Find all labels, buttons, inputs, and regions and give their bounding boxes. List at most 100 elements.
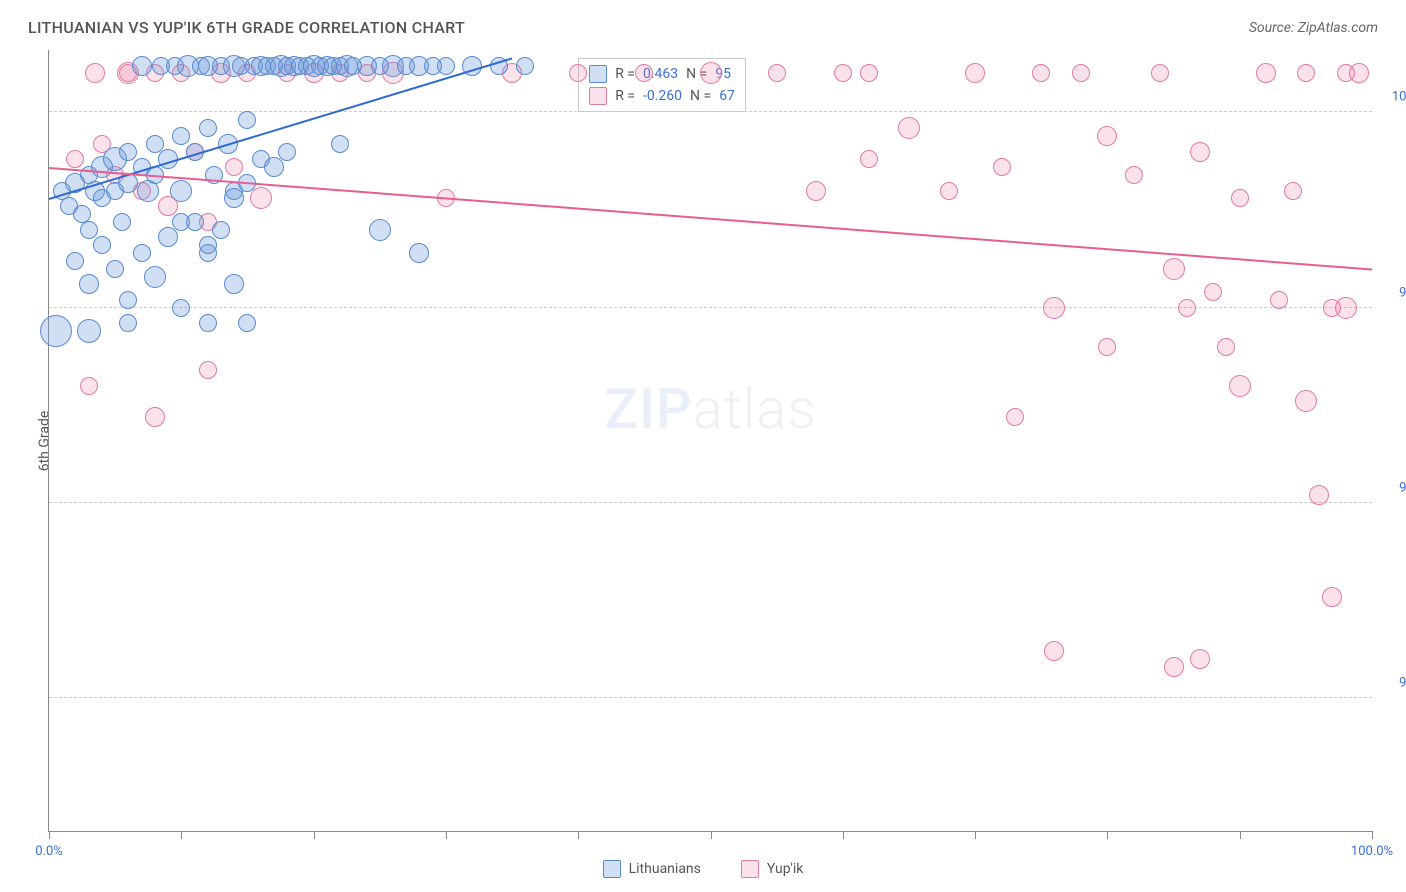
- xtick: [578, 831, 579, 839]
- point-a: [158, 227, 178, 247]
- swatch-b: [589, 87, 607, 105]
- n-label-b: N =: [690, 88, 711, 104]
- point-a: [113, 213, 131, 231]
- point-a: [199, 236, 217, 254]
- xtick: [1372, 831, 1373, 839]
- chart-title: LITHUANIAN VS YUP'IK 6TH GRADE CORRELATI…: [28, 18, 465, 37]
- point-b: [1098, 338, 1116, 356]
- xtick-label: 0.0%: [35, 844, 63, 859]
- stats-legend: R = 0.463 N = 95 R = -0.260 N = 67: [578, 58, 746, 112]
- xtick: [1107, 831, 1108, 839]
- point-b: [1270, 291, 1288, 309]
- point-a: [119, 314, 137, 332]
- legend-item-b: Yup'ik: [741, 860, 803, 878]
- point-a: [119, 291, 137, 309]
- point-b: [700, 62, 722, 84]
- point-b: [1163, 258, 1185, 280]
- xtick: [446, 831, 447, 839]
- point-b: [1125, 166, 1143, 184]
- point-b: [1229, 375, 1251, 397]
- point-a: [224, 188, 244, 208]
- xtick: [843, 831, 844, 839]
- legend-swatch-a: [603, 860, 621, 878]
- point-b: [1006, 408, 1024, 426]
- r-label-b: R =: [615, 88, 635, 104]
- point-a: [77, 319, 101, 343]
- point-a: [224, 274, 244, 294]
- point-a: [93, 236, 111, 254]
- legend-swatch-b: [741, 860, 759, 878]
- legend-label-b: Yup'ik: [767, 861, 803, 877]
- point-a: [66, 252, 84, 270]
- point-a: [199, 314, 217, 332]
- point-a: [199, 119, 217, 137]
- source-label: Source: ZipAtlas.com: [1249, 20, 1378, 36]
- point-b: [1044, 641, 1064, 661]
- point-a: [369, 219, 391, 241]
- point-b: [1072, 64, 1090, 82]
- point-b: [569, 64, 587, 82]
- n-value-b: 67: [719, 88, 735, 104]
- watermark-zip: ZIP: [604, 376, 692, 442]
- trendline-b: [49, 167, 1372, 271]
- point-b: [1032, 64, 1050, 82]
- point-a: [172, 213, 190, 231]
- point-a: [238, 314, 256, 332]
- point-a: [133, 244, 151, 262]
- xtick: [314, 831, 315, 839]
- point-b: [1178, 299, 1196, 317]
- point-b: [965, 63, 985, 83]
- point-b: [860, 64, 878, 82]
- header: LITHUANIAN VS YUP'IK 6TH GRADE CORRELATI…: [28, 18, 1378, 37]
- point-a: [170, 180, 192, 202]
- point-a: [238, 111, 256, 129]
- point-b: [1190, 649, 1210, 669]
- point-b: [940, 182, 958, 200]
- point-b: [1151, 64, 1169, 82]
- point-a: [106, 260, 124, 278]
- point-b: [993, 158, 1011, 176]
- r-value-b: -0.260: [643, 88, 682, 104]
- xtick: [49, 831, 50, 839]
- legend-item-a: Lithuanians: [603, 860, 701, 878]
- point-b: [1217, 338, 1235, 356]
- point-b: [145, 407, 165, 427]
- point-a: [172, 299, 190, 317]
- point-b: [85, 63, 105, 83]
- point-a: [278, 143, 296, 161]
- ytick-label: 97.5%: [1399, 285, 1406, 300]
- point-b: [66, 150, 84, 168]
- point-a: [80, 221, 98, 239]
- point-b: [806, 181, 826, 201]
- point-b: [1322, 587, 1342, 607]
- xtick: [711, 831, 712, 839]
- point-b: [834, 64, 852, 82]
- point-a: [172, 127, 190, 145]
- watermark-atlas: atlas: [693, 376, 817, 442]
- point-a: [144, 266, 166, 288]
- scatter-plot: ZIPatlas R = 0.463 N = 95 R = -0.260 N =…: [48, 50, 1372, 832]
- point-b: [1297, 64, 1315, 82]
- point-a: [516, 57, 534, 75]
- point-b: [250, 187, 272, 209]
- stats-row-b: R = -0.260 N = 67: [589, 85, 735, 107]
- point-b: [1190, 142, 1210, 162]
- point-a: [146, 135, 164, 153]
- point-b: [635, 64, 653, 82]
- gridline-h: [49, 307, 1372, 308]
- point-b: [1335, 297, 1357, 319]
- point-b: [768, 64, 786, 82]
- point-b: [1231, 189, 1249, 207]
- legend-label-a: Lithuanians: [629, 861, 701, 877]
- xtick: [975, 831, 976, 839]
- ytick-label: 95.0%: [1399, 480, 1406, 495]
- xtick-label: 100.0%: [1351, 844, 1393, 859]
- point-b: [1284, 182, 1302, 200]
- watermark: ZIPatlas: [604, 376, 816, 442]
- point-b: [199, 361, 217, 379]
- gridline-h: [49, 697, 1372, 698]
- point-a: [119, 143, 137, 161]
- point-b: [1256, 63, 1276, 83]
- point-a: [409, 243, 429, 263]
- point-b: [1043, 297, 1065, 319]
